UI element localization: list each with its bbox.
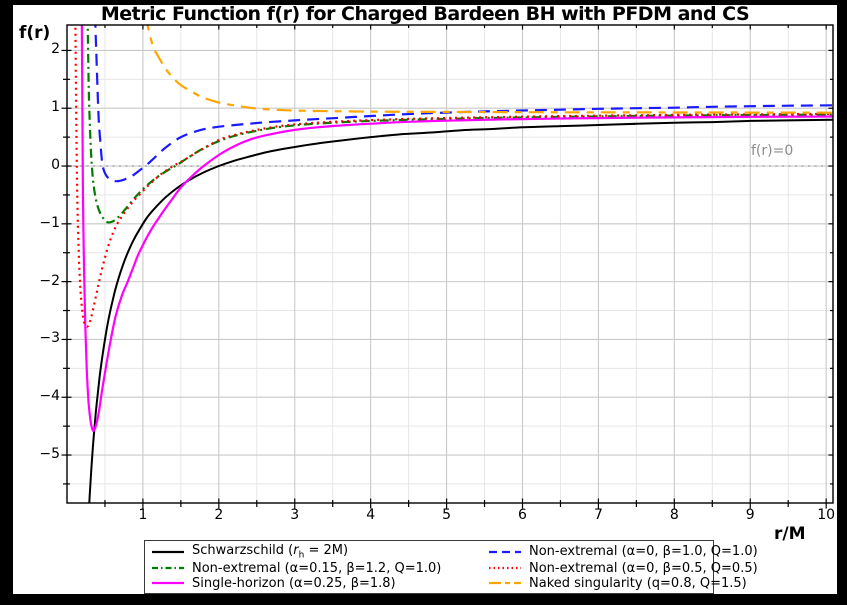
legend-label-naked-singularity: Naked singularity (q=0.8, Q=1.5) <box>529 575 747 591</box>
y-tick-label: −3 <box>39 330 60 347</box>
y-tick-label: −5 <box>39 446 60 463</box>
legend-item-naked-singularity: Naked singularity (q=0.8, Q=1.5) <box>488 576 758 591</box>
y-tick-label: −1 <box>39 214 60 231</box>
curve-non-extremal-a015 <box>86 25 833 224</box>
legend-line-sample <box>152 567 184 570</box>
x-tick-label: 7 <box>593 507 603 523</box>
figure-area <box>13 5 837 594</box>
curve-naked-singularity <box>146 25 833 114</box>
legend-line-sample <box>152 550 184 553</box>
zero-line-label: f(r)=0 <box>751 143 794 159</box>
legend-label-schwarzschild: Schwarzschild (rh = 2M) <box>192 543 349 561</box>
x-tick-label: 3 <box>290 507 300 523</box>
y-tick-label: −4 <box>39 388 60 405</box>
x-tick-label: 8 <box>669 507 679 523</box>
x-tick-label: 6 <box>518 507 527 523</box>
legend-item-schwarzschild: Schwarzschild (rh = 2M) <box>151 543 488 561</box>
axes-frame <box>66 24 834 504</box>
x-axis-label: r/M <box>774 524 806 544</box>
curve-non-extremal-b10 <box>94 25 833 183</box>
x-tick-label: 5 <box>442 507 452 523</box>
curve-schwarzschild <box>88 118 833 503</box>
legend-label-non-extremal-a015: Non-extremal (α=0.15, β=1.2, Q=1.0) <box>192 560 442 576</box>
legend-item-non-extremal-b05: Non-extremal (α=0, β=0.5, Q=0.5) <box>488 561 758 576</box>
legend-item-non-extremal-a015: Non-extremal (α=0.15, β=1.2, Q=1.0) <box>151 561 488 576</box>
y-tick-label: 1 <box>51 99 60 116</box>
y-tick-label: 2 <box>51 41 60 58</box>
x-tick-label: 2 <box>214 507 224 523</box>
chart-title: Metric Function f(r) for Charged Bardeen… <box>100 3 750 25</box>
legend-label-non-extremal-b10: Non-extremal (α=0, β=1.0, Q=1.0) <box>529 544 758 560</box>
curves-group <box>74 25 833 503</box>
legend-line-sample <box>152 582 184 585</box>
legend-item-single-horizon: Single-horizon (α=0.25, β=1.8) <box>151 576 488 591</box>
legend-label-single-horizon: Single-horizon (α=0.25, β=1.8) <box>192 575 396 591</box>
x-tick-label: 10 <box>817 507 836 523</box>
y-axis-label: f(r) <box>19 23 51 43</box>
y-tick-label: 0 <box>51 157 60 174</box>
x-tick-label: 1 <box>138 507 148 523</box>
x-tick-label: 4 <box>366 507 376 523</box>
legend-line-sample <box>489 582 521 585</box>
legend-line-sample <box>489 567 521 570</box>
x-tick-label: 9 <box>745 507 755 523</box>
legend-line-sample <box>489 550 521 553</box>
legend-label-non-extremal-b05: Non-extremal (α=0, β=0.5, Q=0.5) <box>529 560 758 576</box>
legend-box: Schwarzschild (rh = 2M) Non-extremal (α=0… <box>144 540 758 594</box>
curve-non-extremal-b05 <box>74 25 833 328</box>
y-tick-label: −2 <box>39 272 60 289</box>
legend-item-non-extremal-b10: Non-extremal (α=0, β=1.0, Q=1.0) <box>488 544 758 559</box>
curve-single-horizon <box>80 25 833 432</box>
